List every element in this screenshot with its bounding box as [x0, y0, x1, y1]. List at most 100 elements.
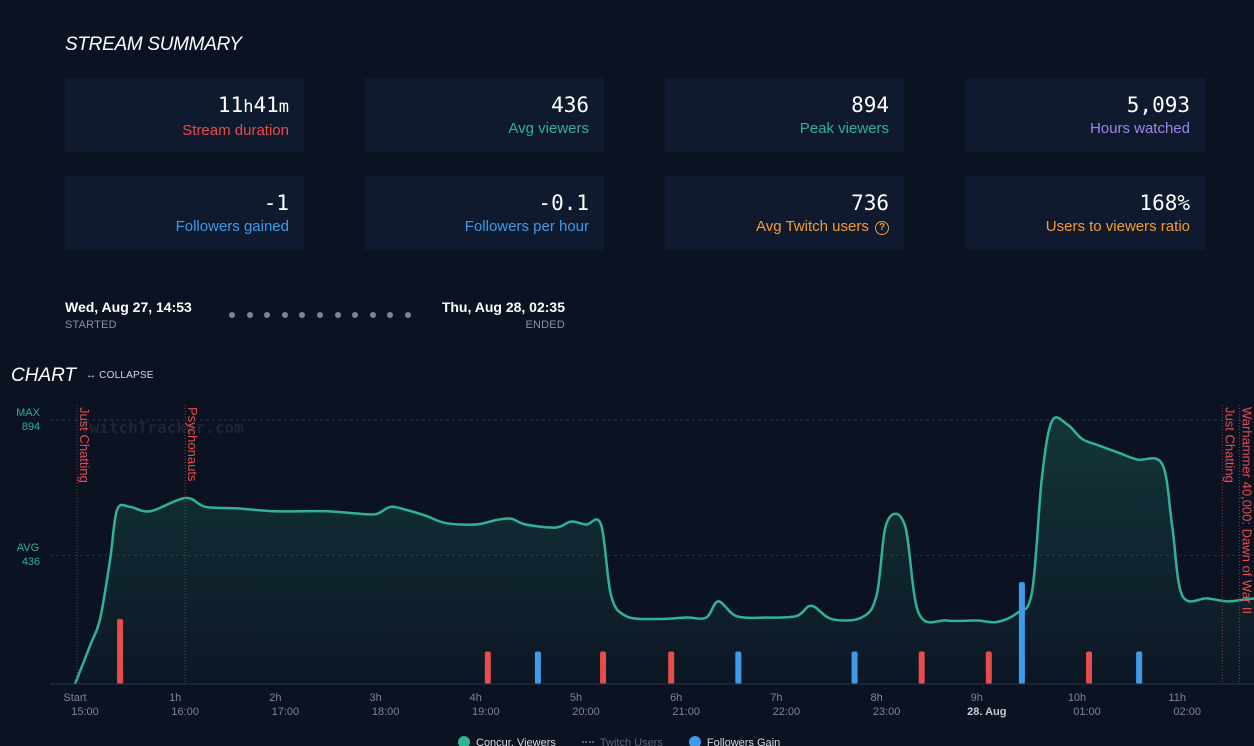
follower-bar-gain [1136, 651, 1143, 684]
timeline-dot [334, 312, 341, 318]
timeline-dot [264, 312, 271, 318]
legend-label: Followers Gain [706, 737, 781, 746]
x-tick-label: 3h [369, 692, 381, 704]
follower-bar-loss [484, 651, 491, 684]
follower-bar-loss [985, 651, 992, 684]
x-tick-time: 02:00 [1173, 706, 1201, 718]
users-to-viewers-ratio-value: 168% [1139, 191, 1190, 215]
legend-swatch-icon [581, 741, 594, 743]
follower-bar-gain [534, 651, 541, 684]
x-tick-time: 15:00 [71, 706, 99, 718]
x-tick-time: 23:00 [873, 706, 901, 718]
followers-per-hour-label: Followers per hour [464, 218, 589, 235]
x-tick-label: 4h [470, 692, 482, 704]
avg-twitch-users-value: 736 [851, 191, 889, 215]
stream-duration-value: 11h41m [217, 93, 289, 117]
x-tick-time: 16:00 [171, 706, 199, 718]
legend-label: Twitch Users [599, 737, 663, 746]
hours-watched-value: 5,093 [1126, 93, 1190, 117]
chart-watermark: TwitchTracker.com [80, 418, 244, 437]
card-hours-watched: 5,093 Hours watched [966, 78, 1205, 152]
x-tick-label: 6h [670, 692, 682, 704]
viewers-line [73, 416, 1254, 685]
legend-swatch-icon [458, 736, 470, 746]
x-tick-label: 9h [971, 692, 983, 704]
card-followers-per-hour: -0.1 Followers per hour [365, 176, 604, 250]
stream-start: Wed, Aug 27, 14:53 STARTED [65, 298, 192, 331]
timeline-dots [229, 312, 411, 320]
follower-bar-gain [735, 651, 742, 684]
follower-bar-loss [918, 651, 925, 684]
legend-item[interactable]: Twitch Users [581, 737, 663, 746]
x-tick-time: 28. Aug [967, 706, 1006, 718]
peak-viewers-value: 894 [851, 93, 889, 117]
follower-bar-gain [851, 651, 858, 684]
x-tick-label: Start [63, 692, 86, 704]
avg-twitch-users-label: Avg Twitch users ? [665, 217, 889, 237]
follower-bar-loss [668, 651, 675, 684]
x-tick-label: 7h [770, 692, 782, 704]
timeline-dot [246, 312, 253, 318]
x-tick-label: 2h [269, 692, 281, 704]
y-marker-value: 894 [22, 421, 40, 433]
card-stream-duration: 11h41m Stream duration [65, 78, 304, 152]
stream-timeline: Wed, Aug 27, 14:53 STARTED Thu, Aug 28, … [65, 298, 565, 338]
timeline-dot [405, 312, 411, 318]
follower-bar-gain [1018, 582, 1025, 684]
legend-item[interactable]: Concur. Viewers [458, 736, 556, 746]
card-peak-viewers: 894 Peak viewers [665, 78, 904, 152]
stream-end: Thu, Aug 28, 02:35 ENDED [442, 298, 565, 331]
help-circle-icon[interactable]: ? [875, 221, 889, 235]
x-tick-time: 19:00 [472, 706, 500, 718]
stream-summary-title: STREAM SUMMARY [65, 34, 242, 55]
x-tick-time: 18:00 [372, 706, 400, 718]
game-marker-label: Just Chatting [1222, 407, 1237, 483]
timeline-dot [352, 312, 359, 318]
game-marker-label: Psychonauts [185, 407, 200, 482]
x-tick-time: 21:00 [672, 706, 700, 718]
follower-bar-loss [117, 619, 124, 684]
stream-duration-label: Stream duration [182, 122, 289, 139]
start-date: Wed, Aug 27, 14:53 [65, 299, 192, 315]
y-marker-value: 436 [22, 556, 40, 568]
y-marker-label: AVG [17, 542, 39, 554]
legend-label: Concur. Viewers [476, 737, 556, 746]
chart-legend: Concur. Viewers Twitch Users Followers Gai… [458, 736, 806, 746]
legend-swatch-icon [688, 736, 701, 746]
avg-viewers-value: 436 [551, 93, 589, 117]
collapse-button[interactable]: ↔ COLLAPSE [86, 370, 154, 381]
x-tick-time: 17:00 [272, 706, 300, 718]
users-to-viewers-ratio-label: Users to viewers ratio [1045, 218, 1190, 235]
card-avg-twitch-users: 736 Avg Twitch users ? [665, 176, 904, 250]
x-tick-label: 10h [1068, 692, 1086, 704]
follower-bar-loss [1086, 651, 1093, 684]
x-tick-label: 11h [1168, 692, 1186, 704]
timeline-dot [387, 312, 394, 318]
x-tick-label: 1h [169, 692, 181, 704]
avg-viewers-label: Avg viewers [508, 120, 589, 137]
timeline-dot [317, 312, 323, 318]
timeline-dot [369, 312, 376, 318]
follower-bar-loss [600, 651, 607, 684]
followers-gained-label: Followers gained [175, 218, 289, 235]
card-users-to-viewers-ratio: 168% Users to viewers ratio [966, 176, 1205, 250]
legend-item[interactable]: Followers Gain [688, 736, 781, 746]
x-tick-label: 8h [870, 692, 882, 704]
viewers-area [75, 417, 1254, 684]
peak-viewers-label: Peak viewers [799, 120, 889, 137]
followers-gained-value: -1 [263, 191, 289, 215]
timeline-dot [229, 312, 235, 318]
x-tick-label: 5h [570, 692, 582, 704]
x-tick-time: 20:00 [572, 706, 600, 718]
y-marker-label: MAX [16, 407, 41, 419]
game-marker-label: Just Chatting [77, 407, 92, 483]
timeline-dot [281, 312, 288, 318]
viewer-chart: TwitchTracker.com MAX 894 AVG 436 Just Chatti… [16, 405, 1254, 718]
chart-title: CHART [11, 365, 77, 386]
x-tick-time: 01:00 [1073, 706, 1101, 718]
followers-per-hour-value: -0.1 [538, 191, 589, 215]
end-date: Thu, Aug 28, 02:35 [441, 299, 565, 315]
start-label: STARTED [65, 319, 117, 331]
hours-watched-label: Hours watched [1089, 120, 1190, 137]
x-tick-time: 22:00 [773, 706, 801, 718]
